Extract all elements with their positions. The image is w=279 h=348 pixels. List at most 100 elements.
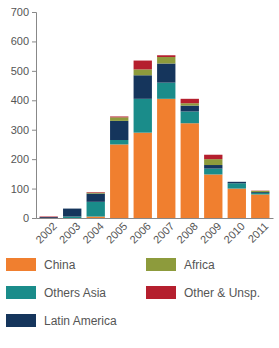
- bar-segment: [134, 61, 152, 70]
- bar-segment: [251, 190, 269, 191]
- bar-segment: [157, 99, 175, 218]
- legend-swatch: [6, 314, 36, 327]
- bar-segment: [110, 117, 128, 121]
- bar-segment: [40, 216, 58, 218]
- y-tick-mark: [32, 41, 36, 42]
- x-tick-label: 2011: [245, 220, 270, 245]
- bar-segment: [63, 209, 81, 217]
- x-tick: 2002: [33, 218, 59, 246]
- y-tick-mark: [32, 100, 36, 101]
- x-tick-label: 2005: [104, 220, 130, 246]
- y-tick-mark: [32, 130, 36, 131]
- bar-segment: [40, 218, 58, 219]
- series-bars: [87, 99, 270, 218]
- bar-segment: [40, 218, 58, 219]
- bar-segment: [157, 55, 175, 57]
- y-tick-mark: [32, 12, 36, 13]
- bar-segment: [157, 83, 175, 99]
- bar-segment: [87, 217, 105, 218]
- y-tick: 100: [11, 183, 36, 195]
- bar-segment: [110, 116, 128, 118]
- bar-segment: [87, 192, 105, 194]
- legend-label: Others Asia: [44, 286, 106, 300]
- bar-segment: [181, 106, 199, 112]
- series-bars: [63, 83, 269, 218]
- legend-swatch: [6, 286, 36, 299]
- legend-label: China: [44, 258, 76, 272]
- y-tick-label: 0: [23, 212, 29, 224]
- x-tick-label: 2007: [151, 220, 177, 246]
- bar-segment: [134, 69, 152, 75]
- x-tick-label: 2010: [221, 220, 247, 246]
- bar-segment: [157, 57, 175, 63]
- bar-segment: [228, 189, 246, 218]
- bar-segment: [181, 111, 199, 123]
- y-axis: 0 100 200 300 400 500 600 700: [11, 6, 37, 224]
- bar-segment: [181, 99, 199, 103]
- bar-segment: [251, 194, 269, 218]
- y-tick-label: 200: [11, 153, 29, 165]
- x-tick-label: 2009: [198, 220, 224, 246]
- y-tick-mark: [32, 189, 36, 190]
- bar-segment: [251, 192, 269, 194]
- bars: [40, 55, 270, 218]
- legend-item: Africa: [146, 258, 215, 272]
- legend-label: Latin America: [44, 314, 117, 328]
- y-tick-label: 700: [11, 6, 29, 18]
- legend-swatch: [146, 286, 176, 299]
- series-bars: [87, 57, 270, 194]
- bar-segment: [63, 208, 81, 209]
- legend-item: Latin America: [6, 314, 117, 328]
- bar-segment: [63, 208, 81, 209]
- bar-segment: [110, 121, 128, 140]
- bar-segment: [228, 183, 246, 188]
- bar-segment: [157, 64, 175, 83]
- bar-segment: [228, 182, 246, 183]
- bar-segment: [251, 193, 269, 194]
- y-tick: 300: [11, 124, 36, 136]
- x-tick-label: 2006: [127, 220, 153, 246]
- y-tick-label: 600: [11, 35, 29, 47]
- x-tick: 2009: [198, 218, 224, 246]
- x-tick-label: 2002: [33, 220, 59, 246]
- chart: 0100200300400500600700200220032004200520…: [0, 0, 279, 348]
- legend-item: Others Asia: [6, 286, 106, 300]
- bar-segment: [251, 191, 269, 192]
- bar-segment: [204, 169, 222, 175]
- y-tick-mark: [32, 218, 36, 219]
- y-tick-mark: [32, 71, 36, 72]
- y-tick-label: 100: [11, 183, 29, 195]
- legend-label: Other & Unsp.: [184, 286, 260, 300]
- y-tick-label: 400: [11, 94, 29, 106]
- bar-segment: [87, 194, 105, 202]
- legend-swatch: [146, 258, 176, 271]
- y-tick-mark: [32, 159, 36, 160]
- bar-segment: [134, 133, 152, 218]
- x-tick: 2005: [104, 218, 130, 246]
- x-axis-line: [37, 218, 274, 219]
- bar-segment: [204, 155, 222, 159]
- bar-segment: [134, 99, 152, 133]
- y-axis-line: [32, 13, 37, 219]
- bar-segment: [204, 159, 222, 165]
- bar-segment: [181, 103, 199, 105]
- legend-item: China: [6, 258, 76, 272]
- bar-segment: [63, 217, 81, 218]
- x-tick: 2007: [151, 218, 177, 246]
- x-tick: 2003: [57, 218, 83, 246]
- bar-segment: [110, 140, 128, 144]
- y-tick-label: 500: [11, 65, 29, 77]
- y-tick: 0: [23, 212, 36, 224]
- series-bars: [40, 55, 270, 217]
- y-tick: 200: [11, 153, 36, 165]
- y-tick: 700: [11, 6, 36, 18]
- legend-item: Other & Unsp.: [146, 286, 260, 300]
- bar-segment: [40, 217, 58, 218]
- legend-swatch: [6, 258, 36, 271]
- bar-segment: [181, 123, 199, 218]
- bar-segment: [87, 202, 105, 217]
- bar-segment: [87, 192, 105, 194]
- legend-label: Africa: [184, 258, 215, 272]
- plot: 0100200300400500600700200220032004200520…: [11, 6, 274, 246]
- bar-segment: [110, 144, 128, 218]
